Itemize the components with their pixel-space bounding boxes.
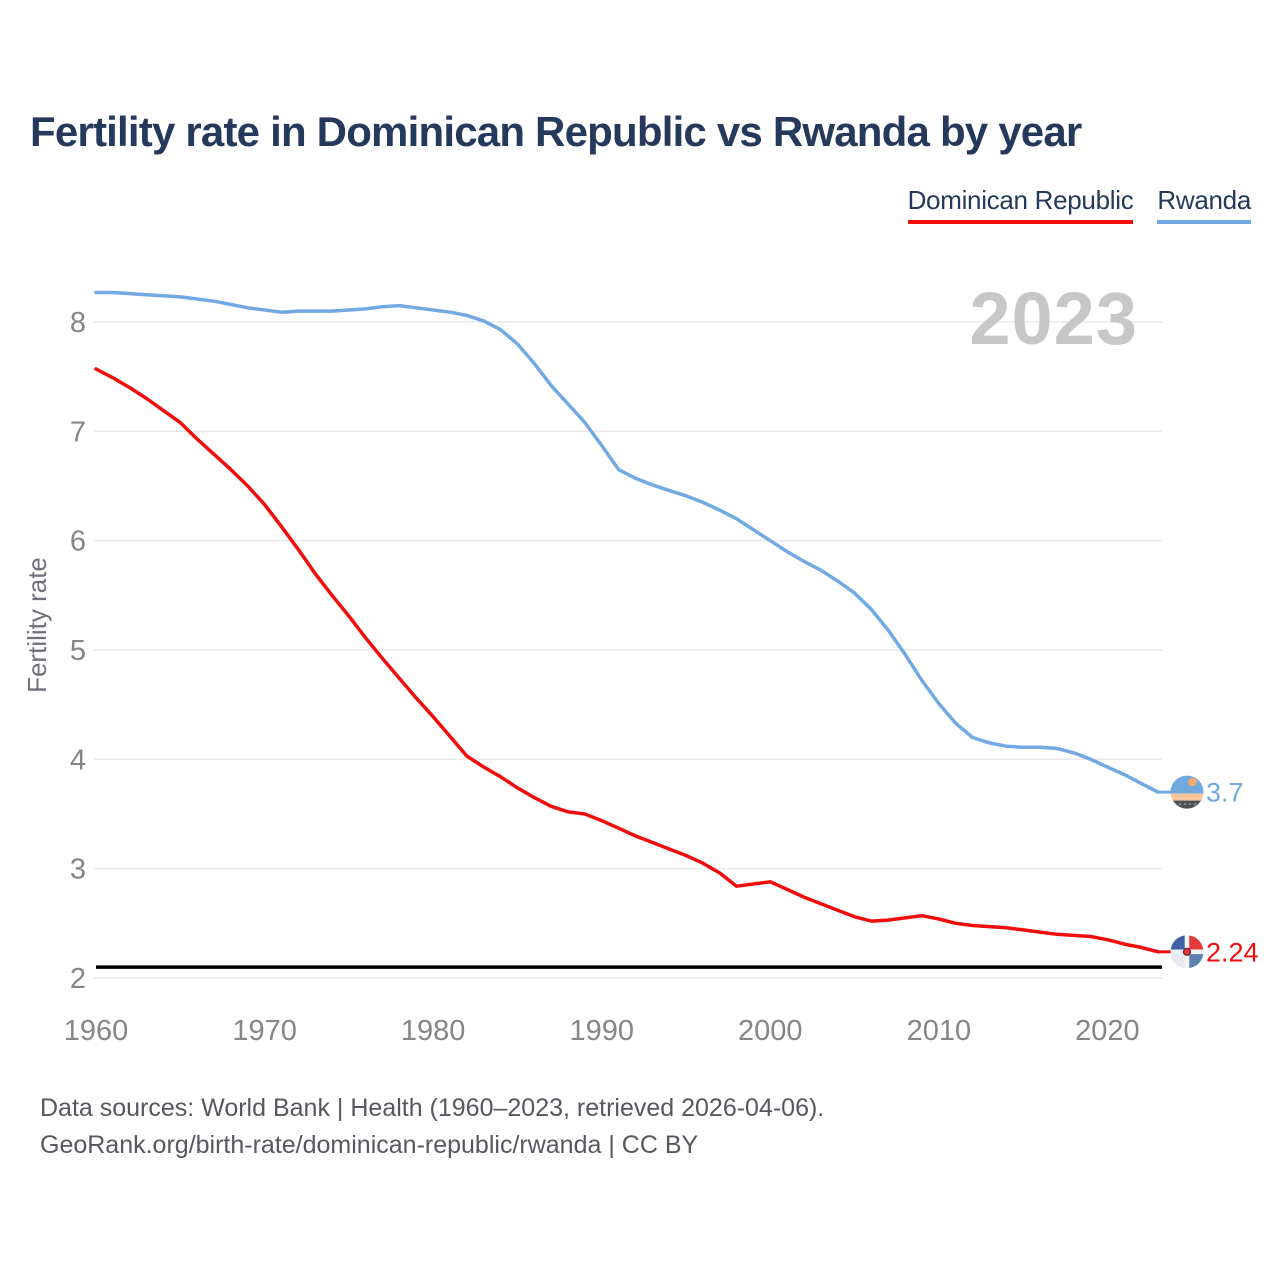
x-axis-labels: 1960 1970 1980 1990 2000 2010 2020: [64, 1015, 1140, 1047]
legend-underline-dominican-republic: [907, 220, 1134, 224]
dominican-republic-flag-icon: [1170, 935, 1204, 969]
y-tick-label: 2: [70, 963, 86, 995]
footer-attribution-line: GeoRank.org/birth-rate/dominican-republi…: [40, 1131, 699, 1159]
end-label-dominican-republic: 2.24: [1206, 937, 1259, 967]
x-tick-label: 1960: [64, 1015, 129, 1047]
watermark-year: 2023: [969, 277, 1138, 360]
x-tick-label: 2010: [907, 1015, 972, 1047]
series-lines: [94, 290, 1171, 954]
y-tick-label: 5: [70, 635, 86, 667]
y-tick-label: 3: [70, 854, 86, 886]
legend-item-dominican-republic[interactable]: Dominican Republic: [907, 185, 1134, 224]
x-tick-label: 2000: [738, 1015, 803, 1047]
y-axis-title: Fertility rate: [22, 557, 52, 693]
dominican-republic-line[interactable]: [94, 367, 1160, 954]
end-label-rwanda: 3.7: [1206, 778, 1244, 808]
y-tick-label: 6: [70, 526, 86, 558]
page-title: Fertility rate in Dominican Republic vs …: [30, 108, 1082, 155]
footer: Data sources: World Bank | Health (1960–…: [40, 1090, 824, 1164]
legend: Dominican Republic Rwanda: [907, 185, 1251, 224]
footer-source-line: Data sources: World Bank | Health (1960–…: [40, 1094, 825, 1122]
x-tick-label: 2020: [1075, 1015, 1140, 1047]
gridlines: [94, 321, 1162, 979]
legend-item-rwanda[interactable]: Rwanda: [1157, 185, 1251, 224]
rwanda-flag-icon: [1170, 775, 1204, 809]
y-tick-label: 8: [70, 307, 86, 339]
y-tick-label: 7: [70, 416, 86, 448]
x-tick-label: 1990: [569, 1015, 634, 1047]
x-tick-label: 1970: [232, 1015, 297, 1047]
legend-underline-rwanda: [1157, 220, 1251, 224]
y-axis-labels: 8 7 6 5 4 3 2: [70, 307, 86, 995]
x-tick-label: 1980: [401, 1015, 466, 1047]
legend-label-rwanda: Rwanda: [1157, 185, 1251, 215]
legend-label-dominican-republic: Dominican Republic: [907, 185, 1134, 215]
y-tick-label: 4: [70, 744, 86, 776]
rwanda-line[interactable]: [94, 290, 1160, 794]
